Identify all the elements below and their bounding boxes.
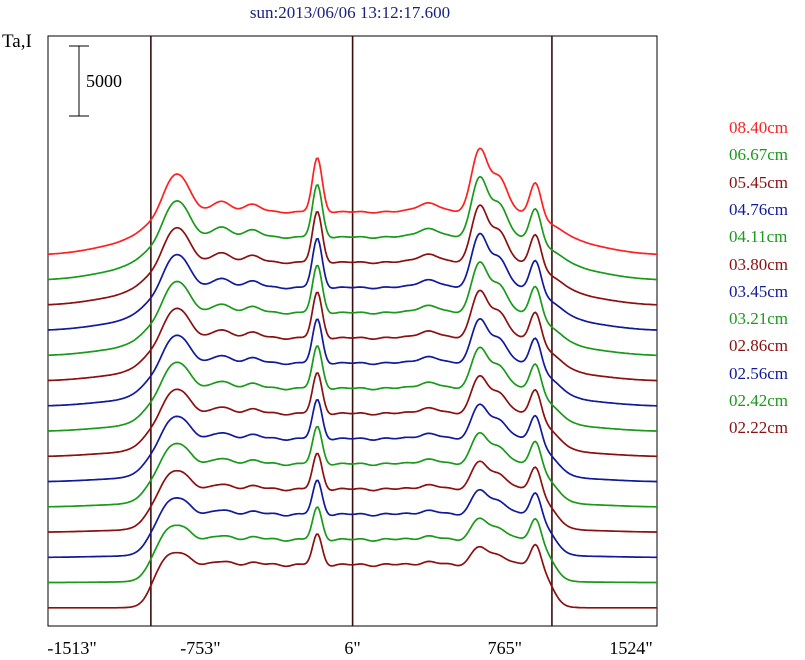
series-line-12 xyxy=(48,479,657,559)
vertical-markers xyxy=(150,36,553,626)
x-axis-ticks: -1513" -753" 6" 765" 1524" xyxy=(47,638,652,658)
series-line-6 xyxy=(48,317,657,407)
series-curves xyxy=(47,147,658,609)
series-line-11 xyxy=(48,452,658,533)
series-line-3 xyxy=(47,232,657,331)
series-line-4 xyxy=(48,260,657,357)
legend-entry-1: 06.67cm xyxy=(729,145,789,165)
x-tick-label-0: -1513" xyxy=(47,638,96,658)
series-line-10 xyxy=(48,425,657,508)
legend-entry-11: 02.22cm xyxy=(729,418,789,438)
series-line-13 xyxy=(48,506,658,584)
x-tick-label-4: 1524" xyxy=(609,638,652,658)
legend-entry-4: 04.11cm xyxy=(729,227,788,247)
x-tick-label-3: 765" xyxy=(488,638,522,658)
x-tick-label-2: 6" xyxy=(344,638,360,658)
scale-bar: 5000 xyxy=(69,45,122,117)
series-line-14 xyxy=(48,533,657,609)
series-line-5 xyxy=(47,289,658,382)
chart-title: sun:2013/06/06 13:12:17.600 xyxy=(249,3,451,22)
legend-entry-2: 05.45cm xyxy=(729,172,789,192)
series-line-1 xyxy=(48,175,657,281)
legend-entry-3: 04.76cm xyxy=(729,199,789,219)
series-line-7 xyxy=(48,345,658,432)
legend-entry-6: 03.45cm xyxy=(729,281,789,301)
series-line-2 xyxy=(47,204,658,306)
series-line-8 xyxy=(47,372,657,458)
legend-entry-7: 03.21cm xyxy=(729,309,789,329)
series-line-9 xyxy=(48,399,658,483)
legend-entry-10: 02.42cm xyxy=(729,391,789,410)
y-axis-label: Ta,I xyxy=(2,31,32,52)
scale-bar-label: 5000 xyxy=(86,71,122,91)
legend-entry-9: 02.56cm xyxy=(729,363,789,383)
legend-entry-8: 02.86cm xyxy=(729,336,789,356)
x-tick-label-1: -753" xyxy=(180,638,220,658)
legend-entry-5: 03.80cm xyxy=(729,254,789,274)
legend-entry-0: 08.40cm xyxy=(729,118,789,137)
series-line-0 xyxy=(47,147,658,256)
